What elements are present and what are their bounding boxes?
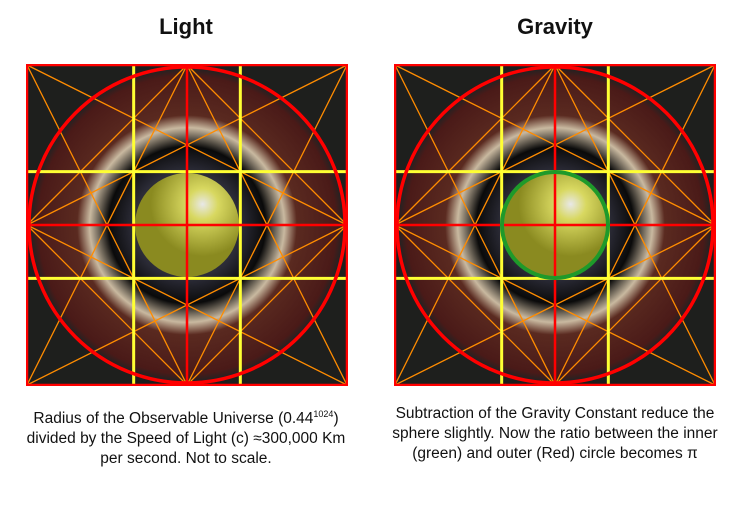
gravity-diagram xyxy=(394,64,716,386)
orange-line xyxy=(186,224,348,386)
red-square xyxy=(394,64,716,386)
orange-line xyxy=(26,64,188,226)
caption-light: Radius of the Observable Universe (0.441… xyxy=(26,409,346,468)
title-gravity: Gravity xyxy=(517,14,593,39)
inner-green-circle xyxy=(500,170,610,280)
light-diagram xyxy=(26,64,348,386)
orange-line xyxy=(554,64,716,226)
orange-line xyxy=(26,224,188,386)
title-light: Light xyxy=(159,14,213,39)
outer-red-circle xyxy=(395,65,715,385)
orange-line xyxy=(394,224,556,386)
red-square xyxy=(26,64,348,386)
orange-line xyxy=(186,64,348,226)
orange-line xyxy=(394,64,556,226)
orange-line xyxy=(554,224,716,386)
caption-gravity: Subtraction of the Gravity Constant redu… xyxy=(392,405,718,462)
outer-red-circle xyxy=(27,65,347,385)
